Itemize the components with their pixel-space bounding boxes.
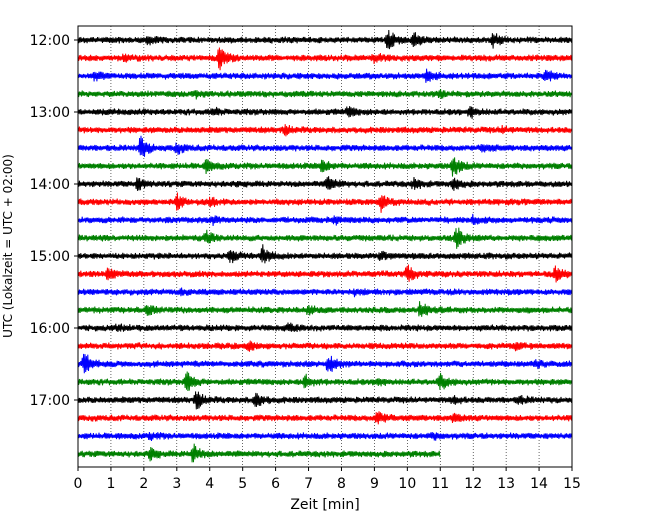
trace-row-11 [77, 227, 572, 249]
trace-row-12 [77, 244, 572, 264]
trace-row-8 [77, 176, 572, 191]
x-tick-label: 8 [337, 476, 346, 492]
trace-row-10 [77, 213, 572, 227]
trace-row-2 [77, 68, 572, 83]
trace-row-17 [77, 340, 572, 352]
x-tick-label: 12 [464, 476, 482, 492]
trace-row-6 [77, 135, 572, 157]
x-tick-label: 7 [304, 476, 313, 492]
x-tick-label: 1 [106, 476, 115, 492]
x-tick-label: 5 [238, 476, 247, 492]
x-tick-label: 13 [497, 476, 515, 492]
trace-row-16 [77, 322, 572, 332]
trace-row-9 [77, 192, 572, 213]
x-tick-label: 6 [271, 476, 280, 492]
y-tick-label: 13:00 [30, 105, 70, 121]
x-tick-label: 2 [139, 476, 148, 492]
plot-frame [77, 25, 573, 468]
trace-row-1 [77, 47, 572, 71]
x-tick-label: 14 [530, 476, 548, 492]
x-tick-label: 10 [398, 476, 416, 492]
x-tick-label: 4 [205, 476, 214, 492]
x-axis-ticks: 0 1 2 3 4 5 6 7 8 9 10 11 12 13 14 15 [74, 467, 581, 492]
seismogram-traces [77, 29, 572, 463]
x-axis-label: Zeit [min] [290, 497, 359, 513]
y-tick-label: 15:00 [30, 249, 70, 265]
trace-row-15 [77, 301, 572, 317]
trace-row-14 [77, 287, 572, 298]
x-tick-label: 9 [370, 476, 379, 492]
trace-row-18 [77, 353, 572, 374]
y-axis-label: UTC (Lokalzeit = UTC + 02:00) [1, 154, 15, 338]
trace-row-4 [77, 105, 572, 119]
x-tick-label: 11 [431, 476, 449, 492]
x-tick-label: 0 [74, 476, 83, 492]
y-tick-label: 12:00 [30, 33, 70, 49]
trace-row-20 [77, 391, 572, 410]
trace-row-19 [77, 371, 572, 392]
trace-row-5 [77, 124, 572, 137]
trace-row-7 [77, 157, 572, 177]
trace-row-23 [77, 443, 441, 463]
y-tick-label: 14:00 [30, 177, 70, 193]
trace-row-21 [77, 411, 572, 425]
y-tick-label: 16:00 [30, 321, 70, 337]
trace-row-22 [77, 431, 572, 441]
y-axis-ticks: 12:00 13:00 14:00 15:00 16:00 17:00 [30, 33, 78, 409]
y-tick-label: 17:00 [30, 393, 70, 409]
trace-row-3 [77, 88, 572, 100]
x-tick-label: 15 [563, 476, 581, 492]
trace-row-0 [77, 29, 572, 50]
x-tick-label: 3 [172, 476, 181, 492]
trace-row-13 [77, 264, 572, 283]
